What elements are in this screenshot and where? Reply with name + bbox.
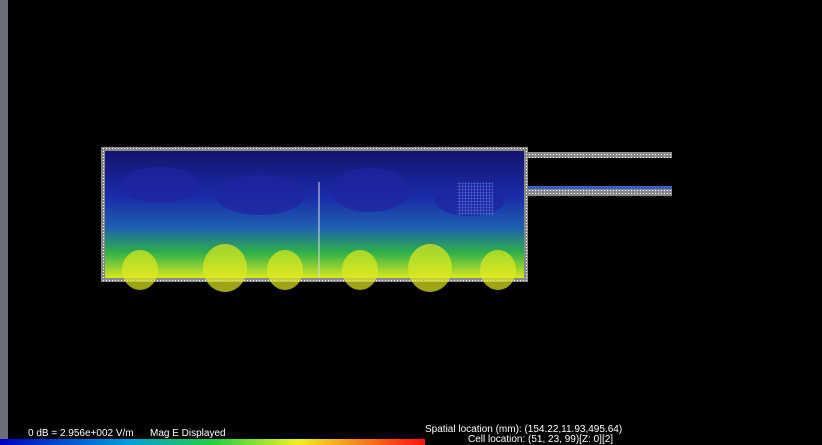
cell-location: Cell location: (51, 23, 99)[Z: 0][2] [468,434,613,445]
reference-level: 0 dB = 2.956e+002 V/m [28,428,134,439]
color-scale [0,439,425,445]
cavity [101,147,528,292]
viewer-window: {"status": {"reference": "0 dB = 2.956e+… [0,0,822,445]
field-view [0,0,822,445]
window-border [0,0,8,445]
waveguide [528,152,672,196]
display-mode: Mag E Displayed [150,428,226,439]
